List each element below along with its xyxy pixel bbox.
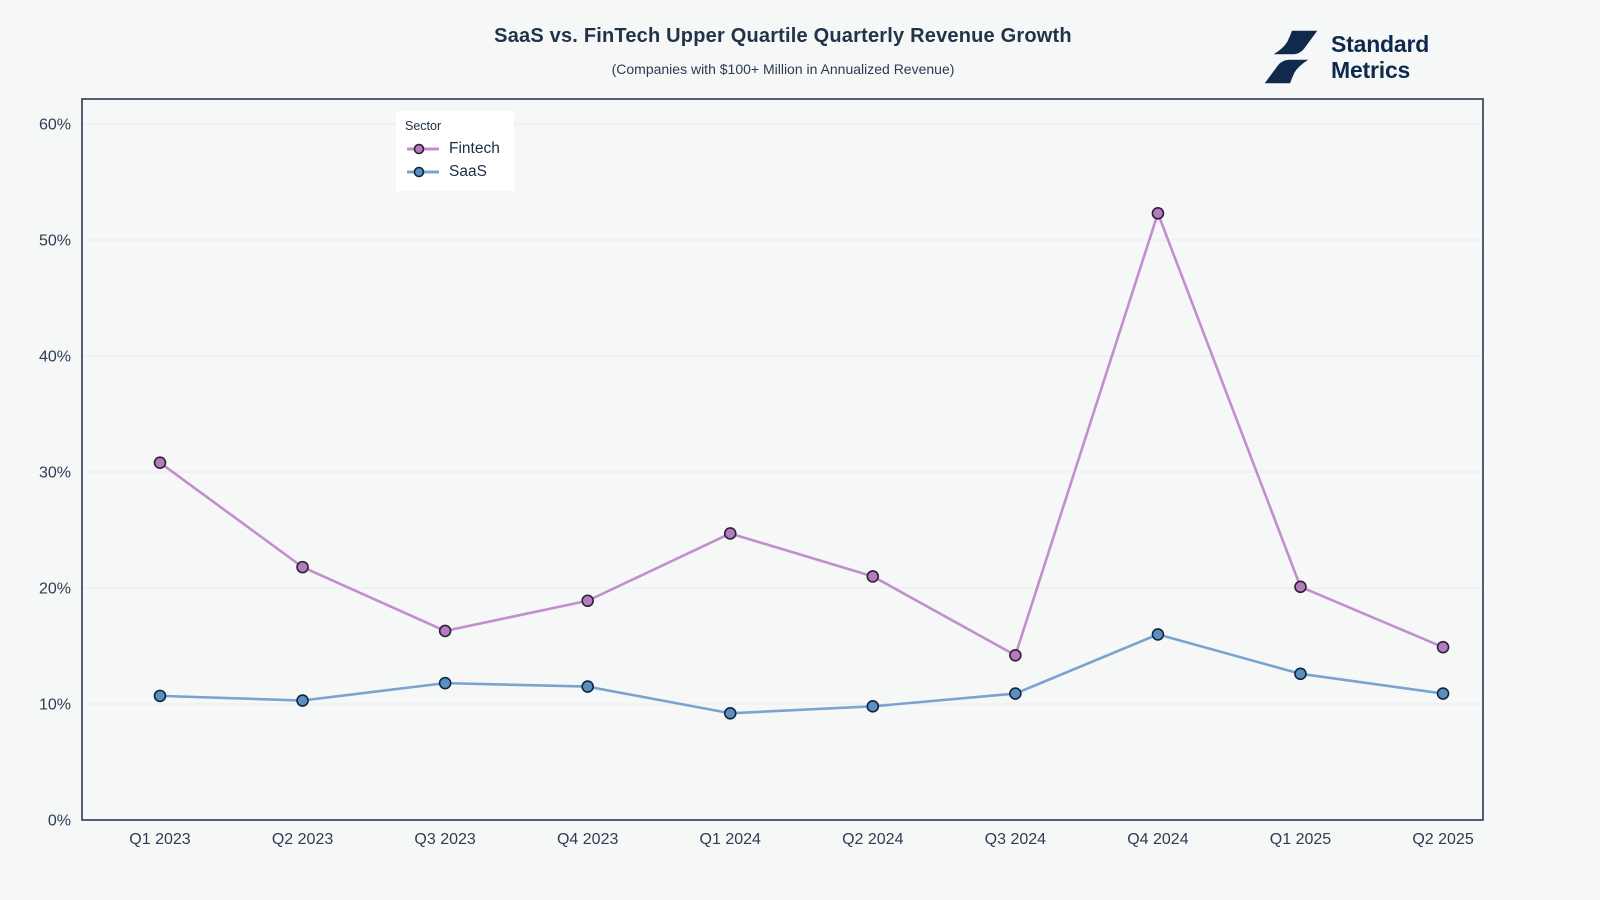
- saas-point: [723, 706, 737, 720]
- fintech-point: [296, 560, 309, 574]
- y-tick-label: 20%: [39, 581, 71, 598]
- x-tick-label: Q2 2023: [272, 831, 333, 848]
- legend-title: Sector: [405, 119, 442, 133]
- legend-label-fintech: Fintech: [449, 140, 500, 157]
- fintech-point: [1009, 648, 1022, 662]
- y-tick-label: 30%: [39, 465, 71, 482]
- saas-legend-swatch-icon: [407, 166, 439, 178]
- legend-item-saas: SaaS: [405, 163, 500, 181]
- legend-item-fintech: Fintech: [405, 140, 500, 158]
- logo-text-line2: Metrics: [1331, 57, 1411, 83]
- saas-point: [1436, 687, 1450, 700]
- standard-metrics-logo: Standard Metrics: [1262, 28, 1429, 86]
- saas-point: [1009, 687, 1022, 700]
- x-tick-label: Q1 2024: [700, 831, 761, 848]
- fintech-point: [438, 624, 452, 638]
- fintech-point: [581, 594, 594, 608]
- saas-point: [866, 700, 880, 713]
- y-tick-label: 10%: [39, 697, 71, 714]
- standard-metrics-logo-text: Standard Metrics: [1331, 31, 1429, 83]
- logo-text-line1: Standard: [1331, 31, 1430, 57]
- page-subtitle: (Companies with $100+ Million in Annuali…: [611, 61, 955, 77]
- fintech-point: [153, 456, 167, 470]
- fintech-point: [866, 570, 880, 583]
- chart-legend: Sector Fintech SaaS: [396, 111, 514, 191]
- standard-metrics-logo-icon: [1264, 30, 1318, 84]
- fintech-point: [1294, 580, 1307, 594]
- saas-point: [1151, 628, 1165, 641]
- x-tick-label: Q2 2025: [1412, 831, 1473, 848]
- y-tick-label: 60%: [39, 117, 71, 134]
- page-title: SaaS vs. FinTech Upper Quartile Quarterl…: [494, 25, 1072, 47]
- saas-point: [438, 676, 452, 690]
- x-tick-label: Q3 2024: [985, 831, 1046, 848]
- legend-label-saas: SaaS: [449, 163, 487, 180]
- y-tick-label: 40%: [39, 349, 71, 366]
- saas-point: [581, 680, 594, 693]
- y-tick-label: 0%: [48, 813, 71, 830]
- x-tick-label: Q4 2023: [557, 831, 618, 848]
- fintech-point: [1436, 640, 1450, 654]
- saas-point: [296, 694, 309, 707]
- saas-point: [153, 689, 167, 703]
- saas-point: [1294, 667, 1307, 681]
- x-tick-label: Q1 2023: [129, 831, 190, 848]
- fintech-line: [158, 212, 1445, 657]
- plot-frame: [81, 98, 1484, 821]
- fintech-legend-swatch-icon: [407, 143, 439, 155]
- y-tick-label: 50%: [39, 233, 71, 250]
- x-tick-label: Q2 2024: [842, 831, 903, 848]
- fintech-point: [723, 527, 737, 540]
- fintech-point: [1151, 207, 1165, 220]
- x-tick-label: Q4 2024: [1127, 831, 1188, 848]
- saas-line: [158, 633, 1445, 715]
- x-tick-label: Q3 2023: [414, 831, 475, 848]
- x-tick-label: Q1 2025: [1270, 831, 1331, 848]
